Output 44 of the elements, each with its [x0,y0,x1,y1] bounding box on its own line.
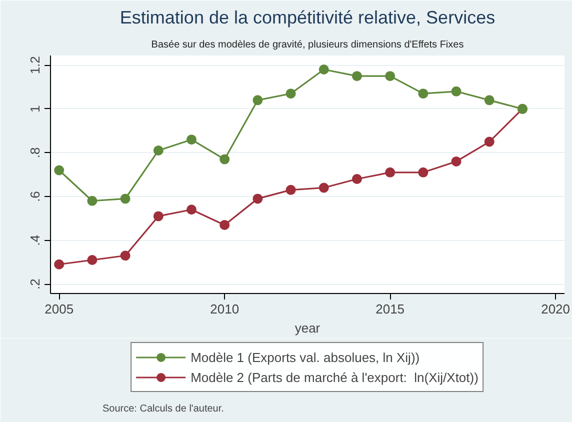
point [286,184,296,195]
point [385,71,396,82]
point [153,146,164,156]
point [54,165,64,176]
point [120,250,130,261]
point [484,95,494,106]
chart-subtitle: Basée sur des modèles de gravité, plusieurs dimensions d'Effets Fixes [151,40,464,50]
x-tick-label: 2020 [541,302,570,316]
legend-label: Modèle 2 (Parts de marché à l'export: ln(Xij/Xtot)) [190,370,478,384]
x-axis-title: year [294,320,321,336]
point [286,88,296,99]
point [451,86,462,96]
y-tick-label: .4 [28,234,42,246]
x-tick-label: 2015 [376,302,405,316]
point [318,182,329,193]
y-tick-label: .6 [28,191,42,202]
y-tick-label: .2 [28,278,42,290]
point [484,136,494,147]
point [418,167,428,178]
point [87,255,98,265]
point [153,211,164,222]
point [54,259,64,270]
point [186,134,196,145]
point [252,194,263,204]
point [318,64,329,75]
point [87,196,98,206]
chart-title: Estimation de la compétitivité relative, Services [120,8,496,28]
point [120,194,130,204]
legend-label: Modèle 1 (Exports val. absolues, ln Xij)) [190,350,420,364]
point [252,95,263,106]
y-tick-label: 1.2 [28,56,42,74]
point [352,71,362,82]
x-tick-label: 2010 [210,302,240,316]
point [385,167,396,178]
point [352,174,362,184]
point [220,154,230,164]
point [220,220,230,230]
y-tick-label: 1 [28,105,42,113]
source-note: Source: Calculs de l'auteur. [102,404,224,414]
point [451,156,462,166]
y-tick-label: .8 [28,147,42,158]
point [186,204,196,215]
x-tick-label: 2005 [44,302,74,316]
point [418,88,428,99]
